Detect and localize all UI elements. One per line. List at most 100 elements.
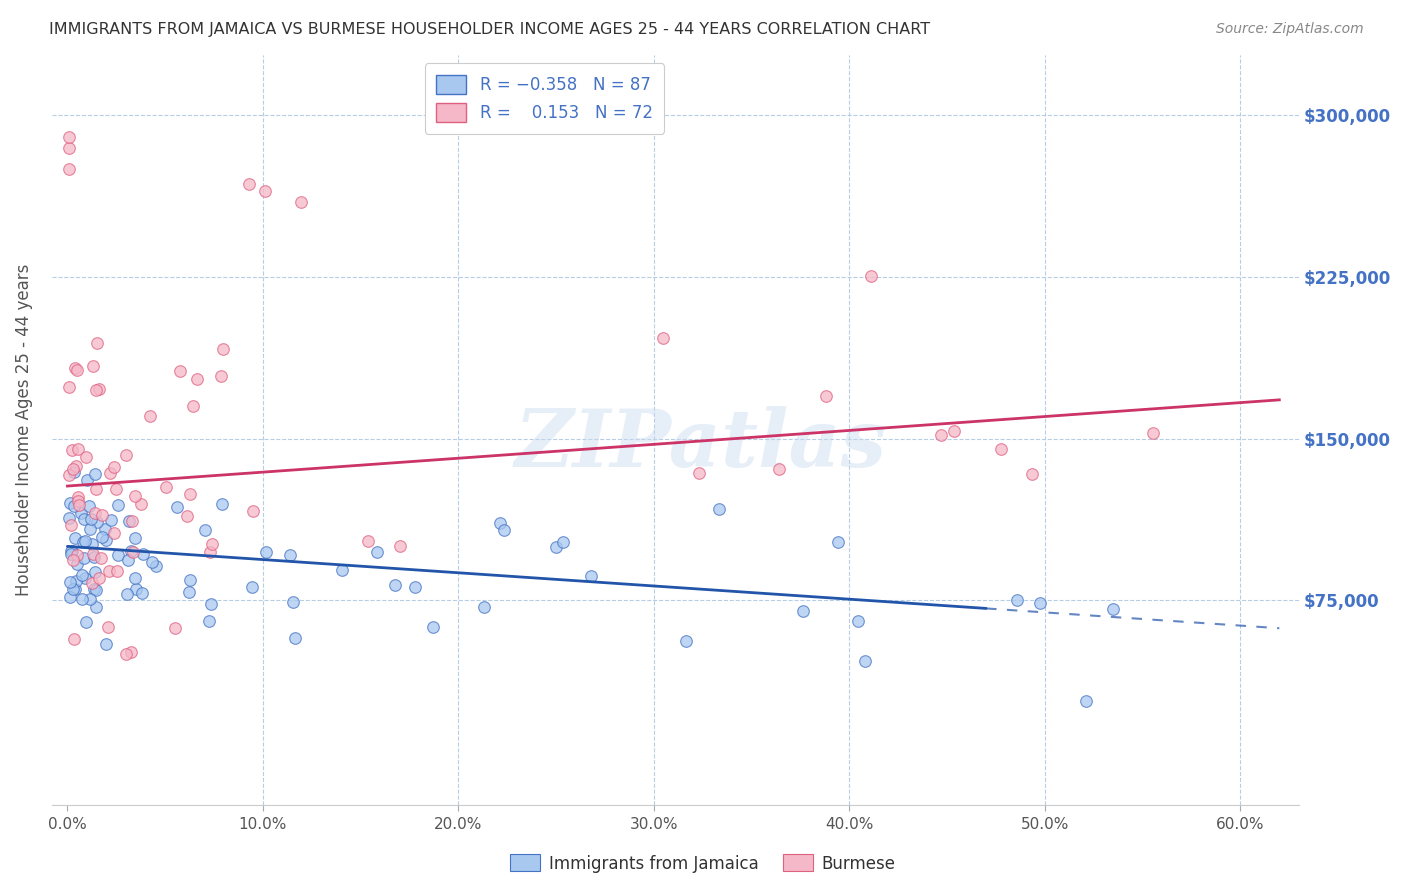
Point [103, 460, 125, 475]
Point [186, 372, 208, 386]
Point [114, 448, 136, 462]
Point [107, 548, 129, 562]
Point [489, 516, 512, 530]
Point [768, 462, 790, 476]
Point [59, 575, 82, 590]
Point [67, 491, 90, 505]
Point [60, 517, 83, 532]
Point [366, 545, 388, 559]
Point [544, 540, 567, 554]
Point [63, 466, 86, 480]
Point [84, 582, 107, 597]
Point [60, 442, 83, 457]
Point [846, 614, 869, 628]
Point [827, 535, 849, 549]
Point [121, 514, 143, 528]
Point [1007, 592, 1029, 607]
Point [59, 496, 82, 510]
Point [100, 513, 122, 527]
Point [59, 547, 82, 561]
Point [1076, 694, 1098, 708]
Point [211, 342, 233, 356]
Point [77, 500, 100, 514]
Point [115, 587, 138, 601]
Point [62, 632, 84, 647]
Point [83, 550, 105, 565]
Point [84, 482, 107, 496]
Point [120, 645, 142, 659]
Point [145, 559, 167, 574]
Point [86, 336, 108, 351]
Point [72, 511, 94, 525]
Point [79, 592, 101, 607]
Point [84, 600, 107, 615]
Point [58, 130, 80, 145]
Point [163, 621, 186, 635]
Point [69, 506, 91, 520]
Point [70, 567, 93, 582]
Point [84, 506, 107, 520]
Point [1021, 467, 1043, 482]
Text: Source: ZipAtlas.com: Source: ZipAtlas.com [1216, 22, 1364, 37]
Point [141, 555, 163, 569]
Point [183, 399, 205, 413]
Point [254, 545, 277, 559]
Point [179, 487, 201, 501]
Point [84, 565, 107, 579]
Point [84, 467, 107, 482]
Point [90, 531, 112, 545]
Point [211, 369, 233, 384]
Point [281, 595, 304, 609]
Point [200, 545, 222, 559]
Legend: R = −0.358   N = 87, R =    0.153   N = 72: R = −0.358 N = 87, R = 0.153 N = 72 [425, 63, 664, 134]
Point [1101, 601, 1123, 615]
Point [422, 620, 444, 634]
Point [238, 178, 260, 192]
Point [66, 557, 89, 571]
Point [211, 497, 233, 511]
Point [169, 364, 191, 378]
Point [384, 578, 406, 592]
Point [97, 564, 120, 578]
Point [103, 526, 125, 541]
Point [115, 647, 138, 661]
Point [75, 450, 97, 464]
Point [118, 514, 141, 528]
Point [84, 384, 107, 398]
Point [120, 544, 142, 558]
Point [90, 508, 112, 522]
Point [176, 509, 198, 524]
Point [87, 382, 110, 396]
Point [117, 553, 139, 567]
Legend: Immigrants from Jamaica, Burmese: Immigrants from Jamaica, Burmese [503, 847, 903, 880]
Point [65, 574, 87, 589]
Point [278, 548, 301, 562]
Point [124, 531, 146, 545]
Point [579, 569, 602, 583]
Point [132, 548, 155, 562]
Point [83, 582, 105, 596]
Point [65, 459, 87, 474]
Point [62, 462, 84, 476]
Point [942, 424, 965, 438]
Point [124, 572, 146, 586]
Point [67, 498, 90, 512]
Point [62, 553, 84, 567]
Point [70, 591, 93, 606]
Point [62, 582, 84, 596]
Point [80, 512, 103, 526]
Point [125, 582, 148, 596]
Y-axis label: Householder Income Ages 25 - 44 years: Householder Income Ages 25 - 44 years [15, 264, 32, 596]
Point [815, 389, 838, 403]
Point [60, 543, 83, 558]
Point [73, 571, 96, 585]
Point [388, 539, 411, 553]
Point [58, 141, 80, 155]
Point [139, 409, 162, 424]
Text: ZIPatlas: ZIPatlas [515, 406, 886, 483]
Point [73, 551, 96, 566]
Point [97, 620, 120, 634]
Point [194, 524, 217, 538]
Point [1142, 425, 1164, 440]
Point [675, 633, 697, 648]
